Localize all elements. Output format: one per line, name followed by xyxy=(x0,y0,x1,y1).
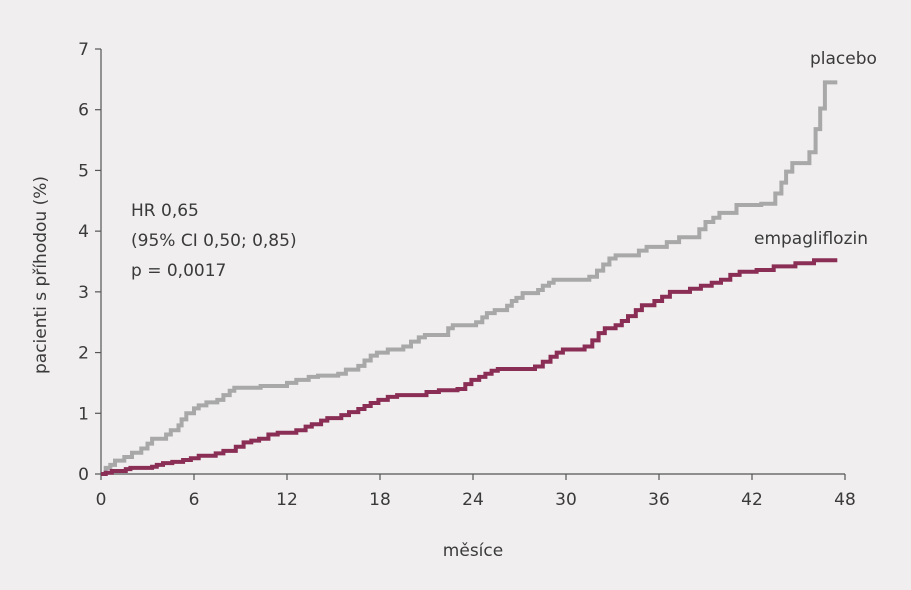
x-tick-label: 0 xyxy=(96,490,107,510)
x-tick-label: 42 xyxy=(741,490,763,510)
x-tick-label: 12 xyxy=(276,490,298,510)
series-line-placebo xyxy=(101,80,838,476)
y-tick-label: 7 xyxy=(78,40,89,60)
text-layer: měsíce pacienti s příhodou (%) HR 0,65 (… xyxy=(31,49,877,561)
x-tick-label: 24 xyxy=(462,490,484,510)
y-tick-label: 1 xyxy=(78,404,89,424)
y-tick-label: 2 xyxy=(78,344,89,364)
series-label-placebo: placebo xyxy=(810,49,877,69)
x-tick-label: 18 xyxy=(369,490,391,510)
series-label-empagliflozin: empagliflozin xyxy=(754,229,868,249)
x-axis-title: měsíce xyxy=(443,541,503,561)
x-tick-label: 6 xyxy=(189,490,200,510)
series-line-empagliflozin xyxy=(101,258,838,476)
hr-annotation-line-1: HR 0,65 xyxy=(131,201,199,221)
y-tick-label: 6 xyxy=(78,101,89,121)
y-axis-title: pacienti s příhodou (%) xyxy=(31,176,51,374)
y-tick-label: 4 xyxy=(78,222,89,242)
hr-annotation-line-2: (95% CI 0,50; 0,85) xyxy=(131,231,297,251)
y-tick-label: 5 xyxy=(78,161,89,181)
series-layer xyxy=(101,80,838,476)
y-tick-label: 0 xyxy=(78,465,89,485)
y-tick-label: 3 xyxy=(78,283,89,303)
x-tick-label: 36 xyxy=(648,490,670,510)
x-tick-label: 48 xyxy=(834,490,856,510)
hr-annotation-line-3: p = 0,0017 xyxy=(131,261,226,281)
x-tick-label: 30 xyxy=(555,490,577,510)
